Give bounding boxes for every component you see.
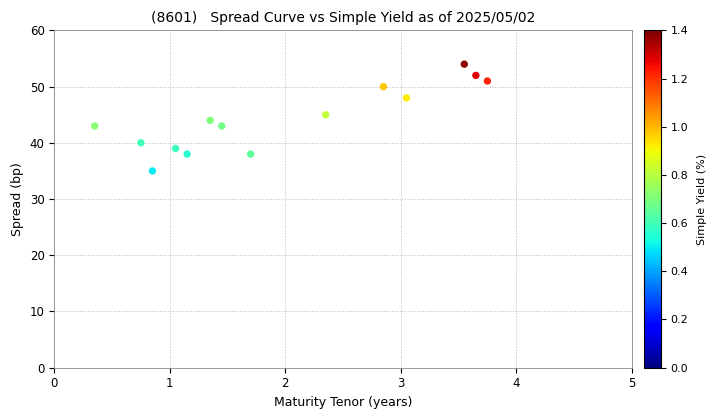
Title: (8601)   Spread Curve vs Simple Yield as of 2025/05/02: (8601) Spread Curve vs Simple Yield as o…: [150, 11, 535, 25]
Point: [401, 94, 413, 101]
Y-axis label: Simple Yield (%): Simple Yield (%): [697, 153, 707, 244]
Point: [147, 168, 158, 174]
Point: [320, 111, 331, 118]
Point: [181, 151, 193, 158]
Point: [170, 145, 181, 152]
Y-axis label: Spread (bp): Spread (bp): [11, 162, 24, 236]
Point: [378, 83, 390, 90]
X-axis label: Maturity Tenor (years): Maturity Tenor (years): [274, 396, 413, 409]
Point: [459, 61, 470, 68]
Point: [204, 117, 216, 124]
Point: [89, 123, 101, 129]
Point: [245, 151, 256, 158]
Point: [482, 78, 493, 84]
Point: [135, 139, 147, 146]
Point: [470, 72, 482, 79]
Point: [216, 123, 228, 129]
